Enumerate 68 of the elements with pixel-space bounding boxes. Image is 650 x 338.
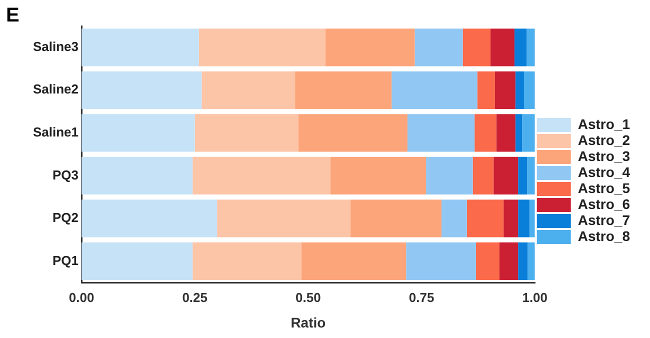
bar bbox=[406, 242, 476, 280]
bar bbox=[524, 71, 535, 109]
text: E bbox=[6, 4, 20, 27]
bar bbox=[194, 114, 298, 152]
bar bbox=[82, 114, 195, 152]
bar bbox=[298, 114, 408, 152]
legend-label: Astro_3 bbox=[578, 148, 630, 164]
x-axis-title: Ratio bbox=[290, 314, 326, 330]
bar bbox=[466, 200, 504, 238]
bar bbox=[474, 114, 496, 152]
bar bbox=[462, 28, 490, 66]
bar bbox=[518, 200, 530, 238]
bar bbox=[441, 200, 467, 238]
y-tick-label: PQ3 bbox=[52, 167, 79, 182]
bar bbox=[82, 156, 193, 194]
bar bbox=[198, 28, 326, 66]
bar bbox=[82, 242, 193, 280]
bar bbox=[504, 200, 518, 238]
bar bbox=[414, 28, 463, 66]
x-tick-label: 0.25 bbox=[182, 290, 208, 305]
bar bbox=[330, 156, 426, 194]
legend-label: Astro_5 bbox=[578, 180, 630, 196]
x-tick-label: 0.75 bbox=[408, 290, 434, 305]
bar bbox=[490, 28, 514, 66]
bar bbox=[518, 242, 528, 280]
y-tick-label: Saline1 bbox=[32, 124, 79, 140]
bar bbox=[472, 156, 494, 194]
legend-label: Astro_1 bbox=[578, 116, 630, 132]
bar bbox=[407, 114, 475, 152]
bar bbox=[192, 156, 330, 194]
bar bbox=[350, 200, 442, 238]
bar bbox=[476, 242, 500, 280]
legend-label: Astro_8 bbox=[578, 228, 630, 244]
bar bbox=[217, 200, 350, 238]
x-tick-label: 1.00 bbox=[522, 290, 548, 305]
bar bbox=[500, 242, 518, 280]
bar bbox=[496, 114, 516, 152]
bar bbox=[295, 71, 392, 109]
bar bbox=[82, 71, 202, 109]
bar bbox=[522, 114, 535, 152]
bar bbox=[494, 71, 516, 109]
x-tick-label: 0.00 bbox=[68, 290, 94, 305]
bar bbox=[514, 28, 527, 66]
y-tick-label: Saline3 bbox=[32, 38, 79, 54]
y-tick-label: Saline2 bbox=[32, 82, 79, 97]
bar bbox=[477, 71, 495, 109]
bar bbox=[515, 114, 522, 152]
bar bbox=[526, 28, 535, 66]
y-tick-label: PQ1 bbox=[52, 252, 79, 268]
bar bbox=[192, 242, 302, 280]
legend-label: Astro_6 bbox=[578, 196, 630, 212]
legend-label: Astro_7 bbox=[578, 212, 630, 228]
legend-label: Astro_4 bbox=[578, 164, 630, 180]
bar bbox=[494, 156, 518, 194]
bar bbox=[301, 242, 406, 280]
bar bbox=[426, 156, 473, 194]
bar bbox=[82, 28, 199, 66]
bar bbox=[82, 200, 218, 238]
bar bbox=[528, 242, 535, 280]
bar bbox=[202, 71, 296, 109]
bar bbox=[325, 28, 415, 66]
bar bbox=[527, 156, 535, 194]
bar bbox=[518, 156, 528, 194]
bar bbox=[392, 71, 478, 109]
y-tick-label: PQ2 bbox=[52, 210, 79, 226]
bar bbox=[515, 71, 524, 109]
x-tick-label: 0.50 bbox=[296, 290, 321, 305]
legend-label: Astro_2 bbox=[578, 132, 630, 148]
